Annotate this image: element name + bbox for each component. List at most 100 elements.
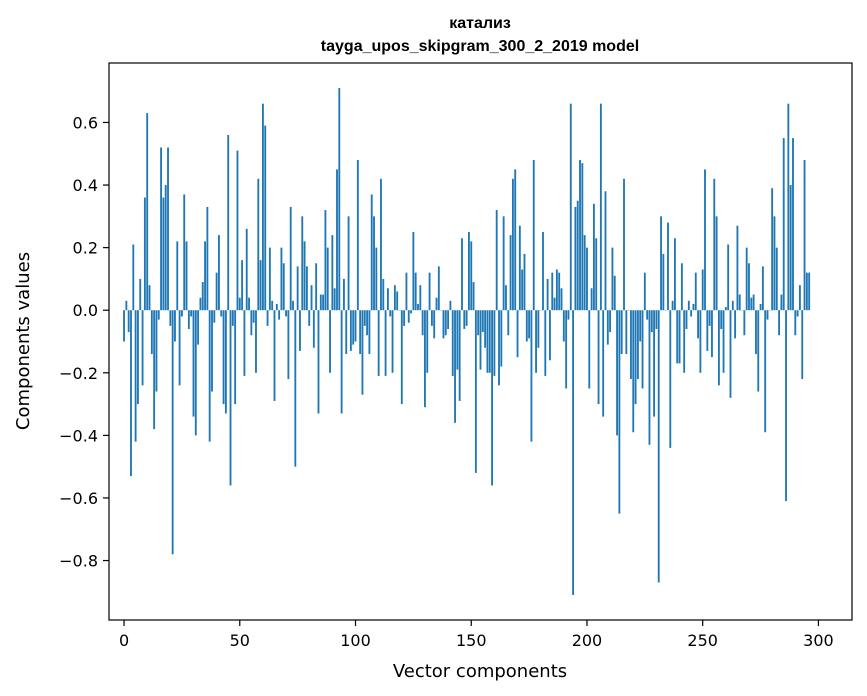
bar	[419, 285, 422, 311]
bar	[676, 310, 679, 364]
y-tick-label: 0.6	[73, 113, 98, 132]
bar	[511, 178, 514, 311]
bar	[671, 300, 674, 311]
bar	[146, 113, 149, 311]
bar	[641, 310, 644, 389]
bar	[780, 294, 783, 311]
bar	[213, 310, 216, 323]
bar	[331, 235, 334, 311]
bar	[808, 272, 811, 311]
bar	[669, 310, 672, 448]
bar	[380, 178, 382, 311]
bar	[546, 278, 549, 311]
bar	[349, 310, 352, 351]
bar	[771, 188, 774, 311]
bar	[338, 88, 341, 311]
bar	[148, 285, 151, 311]
bar	[662, 253, 665, 311]
bar	[447, 310, 450, 329]
bar	[583, 235, 586, 311]
bar	[495, 210, 498, 311]
bar	[424, 310, 426, 408]
bar	[801, 310, 804, 380]
bar	[461, 238, 463, 311]
bar	[722, 310, 725, 373]
bar	[278, 310, 281, 320]
bar	[474, 310, 477, 473]
bar	[553, 297, 556, 311]
bar	[456, 310, 459, 370]
bar	[551, 272, 554, 311]
bar	[384, 310, 387, 376]
bar	[599, 103, 602, 311]
bar	[451, 310, 454, 376]
bar	[544, 310, 547, 376]
bar	[743, 310, 746, 336]
bar	[708, 310, 711, 326]
bar	[748, 263, 750, 311]
bar	[241, 260, 244, 311]
bar	[704, 169, 706, 311]
bar	[711, 310, 713, 358]
bar	[653, 310, 656, 417]
x-tick-label: 150	[456, 631, 487, 650]
bar	[650, 310, 653, 333]
bar	[660, 216, 662, 311]
bar	[701, 269, 704, 311]
bar	[282, 263, 285, 311]
bar	[562, 310, 565, 342]
bar	[354, 310, 357, 342]
bar	[555, 269, 558, 311]
bar	[410, 310, 412, 314]
bar	[618, 310, 621, 514]
bar	[636, 310, 639, 380]
bar	[667, 222, 669, 311]
bar	[204, 241, 206, 311]
bar	[169, 310, 172, 326]
bar	[336, 169, 338, 311]
y-tick-label: −0.6	[59, 489, 98, 508]
bar	[481, 310, 484, 333]
bar	[287, 310, 290, 380]
bar	[738, 294, 741, 311]
bar	[542, 231, 544, 311]
bar	[197, 310, 200, 345]
bar	[176, 241, 179, 311]
x-tick-label: 100	[340, 631, 371, 650]
bar	[201, 282, 204, 311]
bar	[264, 125, 267, 311]
bar	[132, 244, 135, 311]
bar	[678, 310, 681, 364]
bar	[417, 303, 419, 311]
bar	[125, 300, 128, 311]
bar	[345, 310, 348, 355]
bar	[595, 238, 598, 311]
bar	[759, 303, 762, 311]
bar	[315, 263, 318, 311]
bar	[731, 300, 734, 311]
bar	[299, 310, 301, 351]
bar	[375, 247, 378, 311]
bar	[319, 294, 322, 311]
y-tick-label: 0.2	[73, 239, 98, 258]
bar	[308, 310, 311, 326]
bar	[567, 310, 570, 320]
bar	[785, 310, 787, 502]
chart-subtitle: tayga_upos_skipgram_300_2_2019 model	[321, 38, 639, 55]
bar	[630, 310, 632, 380]
bar	[343, 278, 345, 311]
bar	[634, 310, 637, 405]
x-tick-label: 50	[230, 631, 250, 650]
bar	[463, 310, 466, 329]
bar	[352, 310, 355, 345]
bar	[227, 134, 230, 311]
bar	[271, 300, 274, 311]
bar	[289, 206, 292, 311]
bar	[639, 310, 642, 342]
bar	[616, 310, 618, 436]
bar	[222, 310, 225, 405]
bar	[458, 310, 461, 401]
bar	[468, 231, 470, 311]
bar	[465, 310, 468, 326]
bar	[224, 310, 227, 414]
